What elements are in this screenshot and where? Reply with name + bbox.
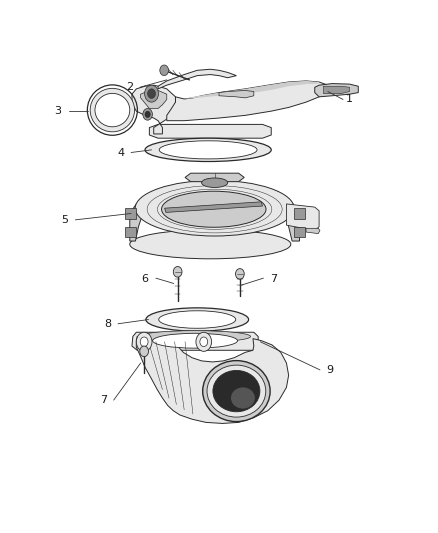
Ellipse shape — [213, 370, 260, 412]
Ellipse shape — [90, 88, 134, 132]
Circle shape — [160, 65, 169, 76]
Polygon shape — [149, 124, 271, 138]
Circle shape — [196, 332, 212, 351]
Polygon shape — [184, 81, 319, 99]
Polygon shape — [130, 200, 143, 241]
Polygon shape — [315, 84, 358, 97]
Circle shape — [140, 346, 148, 357]
Circle shape — [200, 337, 208, 346]
Circle shape — [236, 269, 244, 279]
Polygon shape — [132, 85, 176, 134]
Ellipse shape — [203, 361, 270, 422]
Polygon shape — [286, 200, 300, 241]
Polygon shape — [185, 173, 244, 182]
Ellipse shape — [145, 138, 271, 161]
Polygon shape — [294, 227, 305, 237]
Circle shape — [145, 111, 150, 117]
Polygon shape — [125, 208, 136, 219]
Ellipse shape — [130, 230, 291, 259]
Ellipse shape — [146, 308, 249, 331]
Polygon shape — [125, 227, 136, 237]
Circle shape — [148, 89, 155, 99]
Polygon shape — [158, 69, 237, 89]
Circle shape — [140, 337, 148, 346]
Ellipse shape — [162, 191, 266, 227]
Circle shape — [143, 109, 152, 120]
Polygon shape — [165, 202, 262, 213]
Polygon shape — [167, 81, 328, 120]
Ellipse shape — [231, 387, 255, 409]
Text: 3: 3 — [54, 106, 61, 116]
Text: 7: 7 — [270, 274, 277, 284]
Ellipse shape — [159, 311, 236, 328]
Ellipse shape — [95, 93, 130, 127]
Polygon shape — [219, 91, 254, 98]
Ellipse shape — [207, 365, 266, 417]
Ellipse shape — [135, 180, 294, 236]
Circle shape — [136, 332, 152, 351]
Text: 1: 1 — [346, 94, 353, 104]
Text: 4: 4 — [117, 148, 125, 158]
Polygon shape — [286, 204, 319, 230]
Text: 9: 9 — [326, 365, 334, 375]
Polygon shape — [132, 332, 258, 350]
Ellipse shape — [152, 333, 237, 348]
Polygon shape — [136, 335, 289, 423]
Ellipse shape — [201, 178, 228, 188]
Polygon shape — [323, 86, 350, 94]
Polygon shape — [306, 228, 320, 233]
Text: 8: 8 — [104, 319, 112, 329]
Text: 6: 6 — [141, 274, 148, 284]
Circle shape — [145, 85, 159, 102]
Polygon shape — [294, 208, 305, 219]
Ellipse shape — [140, 330, 251, 342]
Circle shape — [173, 266, 182, 277]
Text: 2: 2 — [126, 82, 133, 92]
Polygon shape — [141, 91, 167, 109]
Text: 5: 5 — [61, 215, 68, 225]
Text: 7: 7 — [100, 395, 107, 405]
Ellipse shape — [159, 141, 257, 159]
